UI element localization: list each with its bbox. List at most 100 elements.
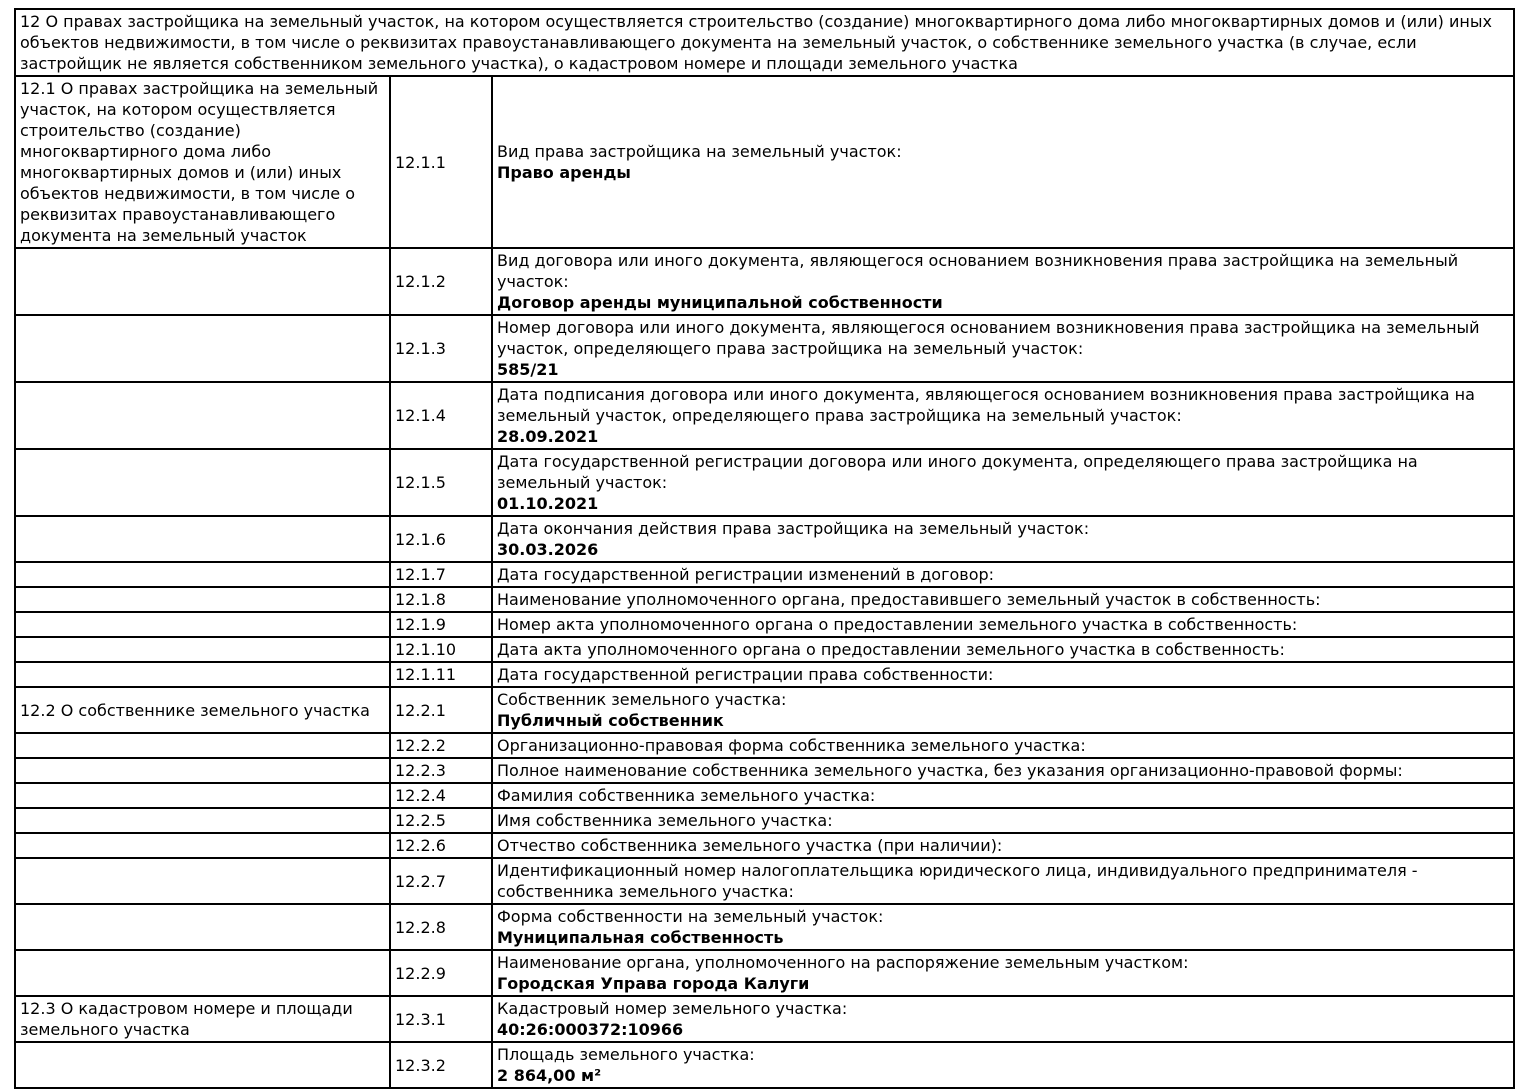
row-code: 12.1.10 [389,636,493,663]
row-content: Номер договора или иного документа, явля… [490,314,1516,383]
row-content: Номер акта уполномоченного органа о пред… [490,611,1516,638]
row-field-value: 30.03.2026 [497,540,599,559]
row-field-value: 2 864,00 м² [497,1066,602,1085]
row-field-label: Вид права застройщика на земельный участ… [497,142,902,161]
row-content: Фамилия собственника земельного участка: [490,782,1516,809]
row-field-label: Вид договора или иного документа, являющ… [497,251,1459,291]
row-code: 12.1.7 [389,561,493,588]
row-section-label [14,586,391,613]
table-row: 12.3.2 Площадь земельного участка: 2 864,0… [14,1041,1516,1089]
table-row: 12.1 О правах застройщика на земельный у… [14,75,1516,249]
row-content: Полное наименование собственника земельн… [490,757,1516,784]
row-field-value: Публичный собственник [497,711,724,730]
declaration-table: 12 О правах застройщика на земельный уча… [13,8,1516,1089]
row-field-label: Площадь земельного участка: [497,1045,755,1064]
row-section-label [14,381,391,450]
row-field-value: 585/21 [497,360,559,379]
row-content: Дата подписания договора или иного докум… [490,381,1516,450]
row-content: Дата акта уполномоченного органа о предо… [490,636,1516,663]
row-content: Имя собственника земельного участка: [490,807,1516,834]
row-content: Форма собственности на земельный участок… [490,903,1516,951]
row-field-label: Номер договора или иного документа, явля… [497,318,1480,358]
row-section-label [14,807,391,834]
row-field-value: 28.09.2021 [497,427,599,446]
row-section-label [14,949,391,997]
row-section-label [14,757,391,784]
row-section-label [14,515,391,563]
row-field-label: Организационно-правовая форма собственни… [497,736,1086,755]
table-row: 12.1.5 Дата государственной регистрации д… [14,448,1516,517]
row-content: Наименование уполномоченного органа, пре… [490,586,1516,613]
row-section-label [14,314,391,383]
table-row: 12.2.4 Фамилия собственника земельного уч… [14,782,1516,809]
row-section-label [14,857,391,905]
row-code: 12.2.8 [389,903,493,951]
row-field-label: Дата окончания действия права застройщик… [497,519,1090,538]
row-code: 12.2.9 [389,949,493,997]
row-content: Наименование органа, уполномоченного на … [490,949,1516,997]
table-row: 12.1.8 Наименование уполномоченного орган… [14,586,1516,613]
row-content: Кадастровый номер земельного участка: 40:… [490,995,1516,1043]
row-field-label: Кадастровый номер земельного участка: [497,999,848,1018]
row-code: 12.1.8 [389,586,493,613]
row-content: Вид договора или иного документа, являющ… [490,247,1516,316]
row-code: 12.1.2 [389,247,493,316]
table-row: 12.1.11 Дата государственной регистрации … [14,661,1516,688]
row-field-value: Договор аренды муниципальной собственнос… [497,293,943,312]
row-field-label: Номер акта уполномоченного органа о пред… [497,615,1298,634]
row-section-label: 12.1 О правах застройщика на земельный у… [14,75,391,249]
row-code: 12.1.6 [389,515,493,563]
row-content: Идентификационный номер налогоплательщик… [490,857,1516,905]
row-section-label [14,832,391,859]
row-code: 12.1.4 [389,381,493,450]
table-row: 12.2.5 Имя собственника земельного участк… [14,807,1516,834]
row-field-value: Муниципальная собственность [497,928,784,947]
row-field-label: Идентификационный номер налогоплательщик… [497,861,1418,901]
table-row: 12.1.3 Номер договора или иного документа… [14,314,1516,383]
row-field-label: Собственник земельного участка: [497,690,787,709]
row-section-label [14,782,391,809]
row-field-value: Городская Управа города Калуги [497,974,810,993]
row-section-label [14,448,391,517]
row-section-label [14,247,391,316]
row-code: 12.2.5 [389,807,493,834]
table-row: 12.1.4 Дата подписания договора или иного… [14,381,1516,450]
row-content: Собственник земельного участка: Публичный… [490,686,1516,734]
row-code: 12.2.1 [389,686,493,734]
row-field-value: 40:26:000372:10966 [497,1020,684,1039]
row-field-label: Дата подписания договора или иного докум… [497,385,1475,425]
row-section-label [14,636,391,663]
row-content: Дата окончания действия права застройщик… [490,515,1516,563]
table-row: 12.2.2 Организационно-правовая форма собс… [14,732,1516,759]
row-code: 12.2.3 [389,757,493,784]
row-field-label: Дата государственной регистрации изменен… [497,565,995,584]
row-field-label: Полное наименование собственника земельн… [497,761,1403,780]
row-section-label [14,1041,391,1089]
row-code: 12.1.9 [389,611,493,638]
row-code: 12.2.6 [389,832,493,859]
table-row: 12.2.3 Полное наименование собственника з… [14,757,1516,784]
row-section-label [14,903,391,951]
row-code: 12.2.7 [389,857,493,905]
table-row: 12.2.8 Форма собственности на земельный у… [14,903,1516,951]
row-section-label [14,561,391,588]
row-field-label: Фамилия собственника земельного участка: [497,786,876,805]
table-row: 12.2.9 Наименование органа, уполномоченно… [14,949,1516,997]
row-code: 12.3.1 [389,995,493,1043]
declaration-table-body: 12 О правах застройщика на земельный уча… [13,8,1516,1089]
row-field-label: Дата акта уполномоченного органа о предо… [497,640,1285,659]
row-code: 12.2.4 [389,782,493,809]
row-content: Дата государственной регистрации договор… [490,448,1516,517]
row-field-label: Наименование уполномоченного органа, пре… [497,590,1321,609]
row-field-label: Дата государственной регистрации права с… [497,665,994,684]
table-row: 12.1.10 Дата акта уполномоченного органа … [14,636,1516,663]
section-12-header: 12 О правах застройщика на земельный уча… [13,8,1516,77]
row-section-label [14,611,391,638]
section-header-row: 12 О правах застройщика на земельный уча… [13,8,1516,77]
row-code: 12.1.11 [389,661,493,688]
row-code: 12.1.5 [389,448,493,517]
row-field-value: Право аренды [497,163,631,182]
row-field-value: 01.10.2021 [497,494,599,513]
table-row: 12.1.2 Вид договора или иного документа, … [14,247,1516,316]
